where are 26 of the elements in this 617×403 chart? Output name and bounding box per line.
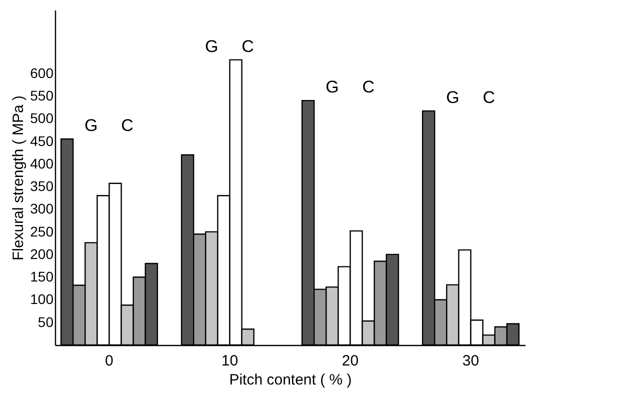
annotation: G: [446, 88, 460, 107]
annotation: C: [482, 88, 495, 107]
y-tick-label: 600: [30, 64, 54, 81]
annotation: G: [326, 78, 339, 97]
x-axis-title: Pitch content ( % ): [229, 372, 352, 388]
y-tick-label: 500: [30, 110, 54, 126]
x-tick-label: 0: [105, 352, 114, 370]
y-tick-label: 400: [30, 155, 54, 172]
y-tick-label: 150: [30, 268, 54, 285]
annotation: C: [362, 78, 374, 97]
y-tick-label: 100: [30, 291, 54, 308]
y-tick-label: 450: [30, 132, 54, 149]
y-tick-label: 250: [30, 223, 54, 240]
x-tick-label: 20: [342, 352, 359, 370]
y-tick-label: 300: [30, 200, 54, 217]
y-tick-label: 50: [38, 314, 54, 330]
annotation: C: [121, 116, 134, 136]
y-axis-title: Flexural strength ( MPa ): [10, 95, 28, 261]
y-tick-label: 550: [30, 88, 54, 104]
annotation: C: [242, 36, 254, 56]
y-tick-label: 200: [30, 246, 54, 262]
annotation: G: [205, 36, 218, 56]
annotation: G: [84, 116, 98, 136]
x-tick-label: 10: [221, 352, 238, 370]
x-tick-label: 30: [462, 352, 480, 370]
y-tick-label: 350: [30, 178, 54, 194]
